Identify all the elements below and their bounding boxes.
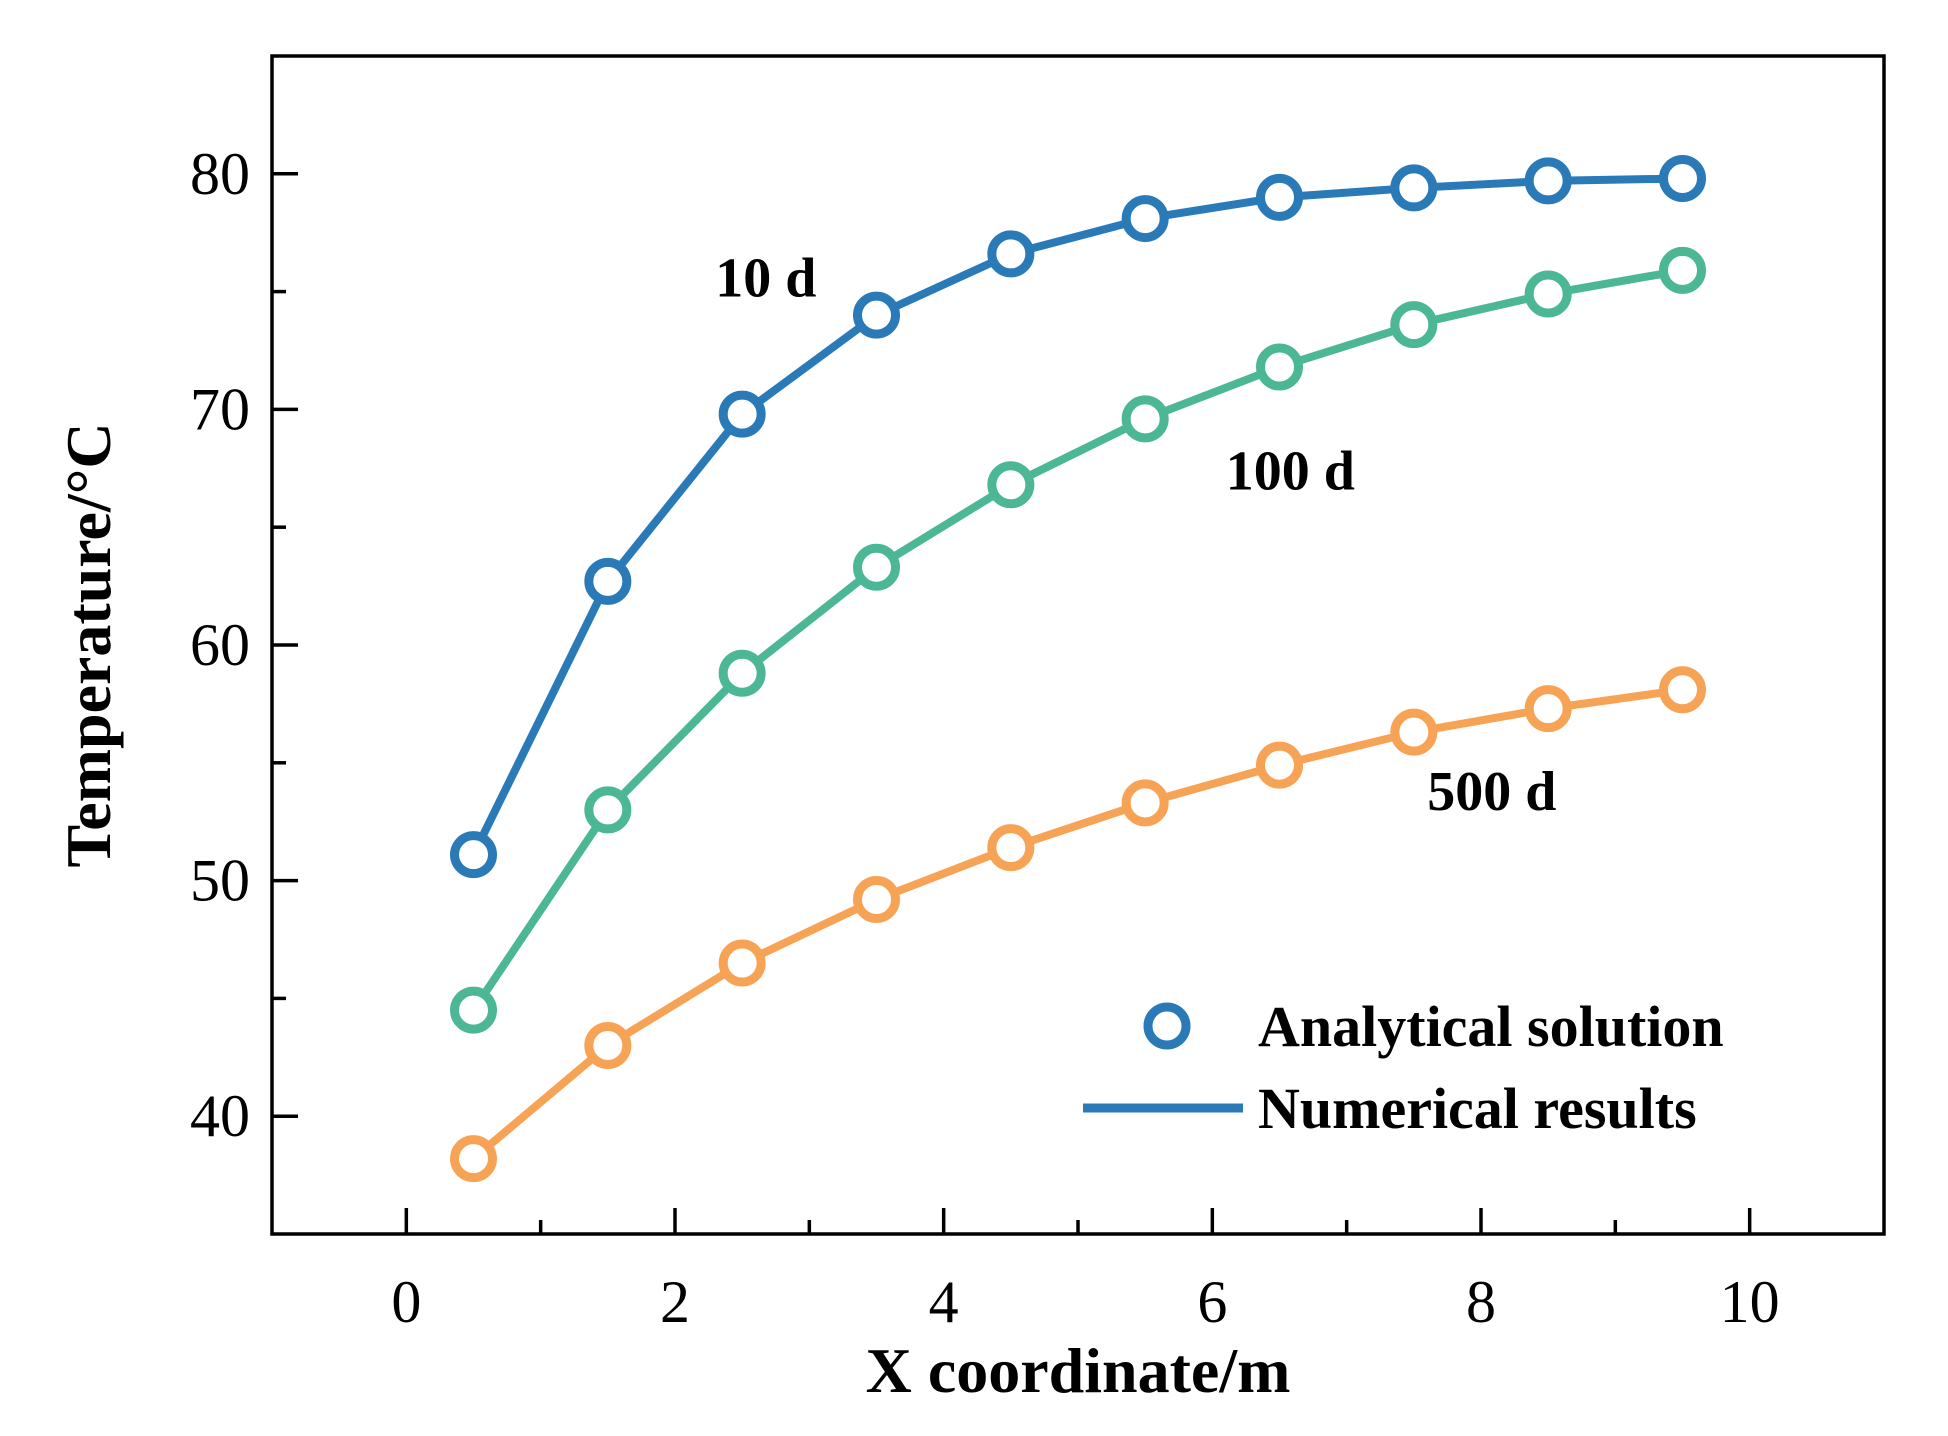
y-tick-label: 50 [190,848,250,914]
data-point [1390,301,1438,349]
axis-tick-labels: 0 2 4 6 8 10 40 50 60 70 80 [190,141,1780,1335]
data-point [1256,343,1303,391]
series-500d [450,666,1706,1183]
series-annotation: 500 d [1427,761,1556,823]
data-point [1121,395,1169,443]
data-point [584,1022,632,1070]
data-point [1659,155,1706,203]
y-tick-label: 40 [190,1083,250,1149]
legend-marker-analytical [1143,1002,1191,1050]
data-point [1390,164,1438,212]
x-axis-title: X coordinate/m [866,1335,1291,1406]
data-point [853,875,900,923]
data-point [718,939,766,987]
x-tick-label: 4 [929,1269,959,1335]
x-tick-label: 8 [1466,1269,1496,1335]
legend-label-analytical: Analytical solution [1258,994,1724,1059]
data-point [987,461,1035,509]
data-point [1121,195,1169,243]
data-point [450,1135,497,1183]
y-axis-title: Temperature/°C [53,422,124,867]
data-point [853,291,900,339]
series-layer [450,155,1706,1183]
data-point [987,230,1035,278]
series-annotation: 10 d [715,247,816,309]
data-point [1256,741,1303,789]
legend: Analytical solution Numerical results [1083,994,1724,1141]
data-point [1390,708,1438,756]
data-point [450,986,497,1034]
data-point [853,543,900,591]
y-tick-label: 80 [190,141,250,207]
data-point [584,557,632,605]
series-annotation: 100 d [1226,441,1355,503]
data-point [1524,157,1572,205]
series-line-100d [469,266,1687,1015]
data-point [1524,270,1572,318]
series-line-500d [469,685,1687,1163]
x-tick-label: 2 [660,1269,690,1335]
data-point [450,831,497,879]
annotations: 10 d 100 d 500 d [715,247,1556,823]
data-point [718,649,766,697]
data-point [987,824,1035,872]
data-point [1256,173,1303,221]
data-point [1524,685,1572,733]
x-tick-label: 0 [391,1269,421,1335]
data-point [1659,246,1706,294]
legend-label-numerical: Numerical results [1258,1076,1697,1141]
x-tick-label: 6 [1197,1269,1227,1335]
data-point [718,390,766,438]
axis-ticks [272,172,1752,1234]
series-10d [450,155,1706,879]
y-tick-label: 60 [190,612,250,678]
y-tick-label: 70 [190,376,250,442]
x-tick-label: 10 [1720,1269,1780,1335]
data-point [1659,666,1706,714]
series-100d [450,246,1706,1034]
data-point [1121,779,1169,827]
data-point [584,786,632,834]
series-line-10d [469,174,1687,859]
